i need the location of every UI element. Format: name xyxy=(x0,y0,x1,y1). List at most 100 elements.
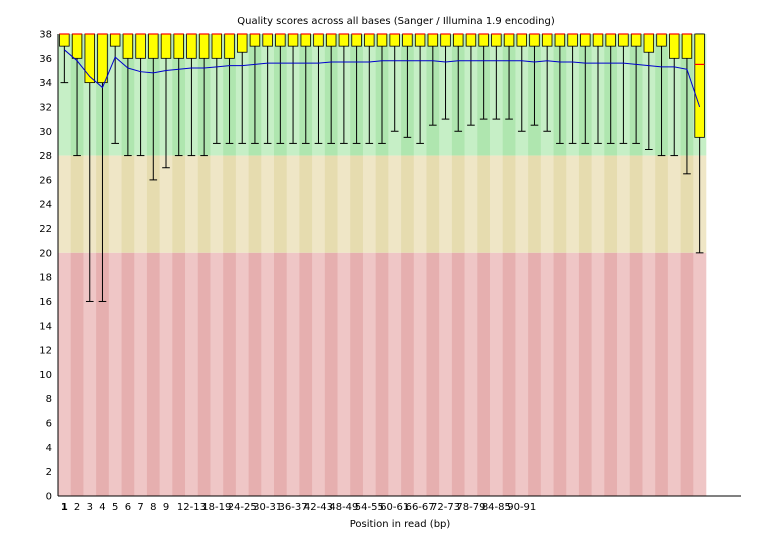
band-poor-stripe xyxy=(388,252,402,496)
band-poor-stripe xyxy=(210,252,224,496)
band-poor-stripe xyxy=(490,252,504,496)
box xyxy=(351,33,362,47)
band-poor-stripe xyxy=(134,252,148,496)
box xyxy=(427,33,439,47)
y-tick-label: 0 xyxy=(46,492,52,503)
band-reasonable-stripe xyxy=(515,155,529,253)
x-tick-label: 6 xyxy=(125,502,131,513)
band-reasonable-stripe xyxy=(108,155,122,253)
y-tick-label: 4 xyxy=(46,443,52,454)
x-tick-label: 4 xyxy=(99,502,105,513)
band-poor-stripe xyxy=(83,252,97,496)
band-poor-stripe xyxy=(337,252,351,496)
band-reasonable-stripe xyxy=(667,155,681,253)
band-poor-stripe xyxy=(401,252,415,496)
band-poor-stripe xyxy=(464,252,478,496)
band-poor-stripe xyxy=(680,252,694,496)
band-reasonable-stripe xyxy=(680,155,694,253)
band-poor-stripe xyxy=(159,252,173,496)
band-poor-stripe xyxy=(58,252,72,496)
box xyxy=(630,33,642,47)
band-poor-stripe xyxy=(261,252,275,496)
box xyxy=(59,33,70,47)
x-tick-label: 66-67 xyxy=(406,502,435,513)
band-poor-stripe xyxy=(299,252,313,496)
band-poor-stripe xyxy=(375,252,389,496)
box xyxy=(465,33,477,47)
x-tick-label: 72-73 xyxy=(431,502,460,513)
band-reasonable-stripe xyxy=(134,155,148,253)
band-reasonable-stripe xyxy=(159,155,173,253)
box xyxy=(414,33,426,47)
axes-layer xyxy=(57,34,741,497)
box xyxy=(160,33,172,59)
box xyxy=(211,33,223,59)
band-reasonable-stripe xyxy=(121,155,135,253)
band-reasonable-stripe xyxy=(197,155,211,253)
box xyxy=(554,33,566,47)
medians-layer xyxy=(59,33,705,65)
box xyxy=(122,33,134,59)
box xyxy=(440,33,451,47)
box xyxy=(643,33,655,53)
band-poor-stripe xyxy=(451,252,465,496)
box xyxy=(325,33,337,47)
box xyxy=(287,33,299,47)
band-reasonable-stripe xyxy=(388,155,402,253)
band-reasonable-stripe xyxy=(617,155,631,253)
y-tick-label: 26 xyxy=(39,175,52,186)
mean-layer xyxy=(64,49,701,108)
band-poor-stripe xyxy=(693,252,707,496)
box xyxy=(567,33,578,47)
x-tick-label: 12-13 xyxy=(177,502,206,513)
band-reasonable-stripe xyxy=(566,155,580,253)
band-poor-stripe xyxy=(324,252,338,496)
box xyxy=(71,33,83,59)
x-tick-label: 5 xyxy=(112,502,118,513)
x-axis-title: Position in read (bp) xyxy=(350,519,451,530)
x-tick-label: 3 xyxy=(87,502,93,513)
band-poor-stripe xyxy=(629,252,643,496)
y-tick-label: 14 xyxy=(39,321,52,332)
y-tick-label: 22 xyxy=(39,224,52,235)
y-tick-label: 6 xyxy=(46,419,52,430)
band-poor-stripe xyxy=(540,252,554,496)
band-poor-stripe xyxy=(426,252,440,496)
band-reasonable-stripe xyxy=(362,155,376,253)
band-reasonable-stripe xyxy=(477,155,491,253)
box xyxy=(541,33,553,47)
box xyxy=(338,33,350,47)
band-reasonable-stripe xyxy=(70,155,84,253)
band-reasonable-stripe xyxy=(312,155,326,253)
box xyxy=(618,33,629,47)
y-tick-label: 8 xyxy=(46,394,52,405)
band-reasonable-stripe xyxy=(426,155,440,253)
box xyxy=(491,33,502,47)
x-tick-label: 42-43 xyxy=(304,502,333,513)
band-reasonable-stripe xyxy=(172,155,186,253)
band-poor-stripe xyxy=(667,252,681,496)
band-poor-stripe xyxy=(274,252,288,496)
band-poor-stripe xyxy=(578,252,592,496)
box xyxy=(694,33,705,138)
band-reasonable-stripe xyxy=(490,155,504,253)
x-tick-label: 24-25 xyxy=(228,502,257,513)
y-tick-label: 24 xyxy=(39,200,52,211)
box xyxy=(580,33,591,47)
box xyxy=(97,33,108,84)
x-tick-label: 1 xyxy=(61,502,68,513)
box xyxy=(109,33,121,47)
band-reasonable-stripe xyxy=(248,155,262,253)
band-reasonable-stripe xyxy=(401,155,415,253)
band-reasonable-stripe xyxy=(58,155,72,253)
band-poor-stripe xyxy=(362,252,376,496)
band-reasonable-stripe xyxy=(629,155,643,253)
box xyxy=(364,33,375,47)
x-tick-label: 54-55 xyxy=(355,502,384,513)
band-poor-stripe xyxy=(528,252,542,496)
box xyxy=(224,33,235,59)
band-poor-stripe xyxy=(185,252,199,496)
y-tick-label: 12 xyxy=(39,346,52,357)
x-tick-label: 48-49 xyxy=(329,502,358,513)
x-tick-label: 90-91 xyxy=(507,502,536,513)
